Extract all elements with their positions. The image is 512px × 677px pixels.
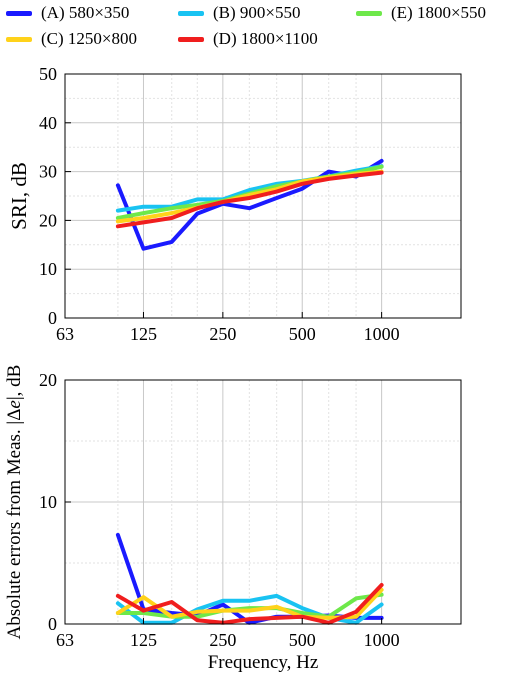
err-ytick-label: 10 [39, 492, 57, 512]
legend-item-d: (D) 1800×1100 [178, 28, 318, 50]
legend-swatch-b [178, 10, 204, 16]
legend-label-a: (A) 580×350 [41, 3, 130, 22]
sri-xtick-label: 500 [289, 324, 316, 344]
err-ytick-label: 20 [39, 370, 57, 390]
error-chart: 0 10 20 63 125 250 500 1000 Absolute errors from… [4, 365, 462, 673]
legend-label-c: (C) 1250×800 [41, 29, 137, 48]
err-ytick-label: 0 [48, 614, 57, 634]
sri-ytick-label: 20 [39, 210, 57, 230]
legend-item-a: (A) 580×350 [6, 2, 129, 24]
err-xtick-label: 63 [56, 630, 74, 650]
sri-ytick-label: 50 [39, 64, 57, 84]
legend-label-b: (B) 900×550 [213, 3, 301, 22]
sri-xtick-label: 1000 [364, 324, 400, 344]
sri-xtick-label: 125 [130, 324, 157, 344]
sri-series-d [115, 170, 384, 229]
legend-swatch-d [178, 36, 204, 42]
err-xtick-label: 250 [209, 630, 236, 650]
err-xtick-label: 125 [130, 630, 157, 650]
err-series-e [115, 592, 384, 619]
sri-ytick-label: 40 [39, 113, 57, 133]
err-xtick-label: 1000 [364, 630, 400, 650]
sri-xtick-label: 63 [56, 324, 74, 344]
sri-ytick-label: 30 [39, 162, 57, 182]
legend-item-c: (C) 1250×800 [6, 28, 137, 50]
sri-plot-frame [64, 73, 462, 319]
sri-xtick-label: 250 [209, 324, 236, 344]
legend-swatch-a [6, 10, 32, 16]
err-xtick-label: 500 [289, 630, 316, 650]
legend-item-b: (B) 900×550 [178, 2, 301, 24]
sri-ylabel: SRI, dB [7, 162, 31, 230]
err-series-d [115, 583, 384, 625]
sri-ytick-label: 10 [39, 259, 57, 279]
legend-label-d: (D) 1800×1100 [213, 29, 318, 48]
legend-swatch-e [356, 10, 382, 16]
sri-chart: 0 10 20 30 40 50 63 125 250 500 1000 SRI, dB [7, 64, 462, 344]
legend-label-e: (E) 1800×550 [391, 3, 487, 22]
err-xlabel: Frequency, Hz [208, 652, 319, 673]
err-ylabel: Absolute errors from Meas. |Δe|, dB [4, 365, 25, 640]
legend-swatch-c [6, 36, 32, 42]
sri-ytick-label: 0 [48, 308, 57, 328]
legend-item-e: (E) 1800×550 [356, 2, 486, 24]
